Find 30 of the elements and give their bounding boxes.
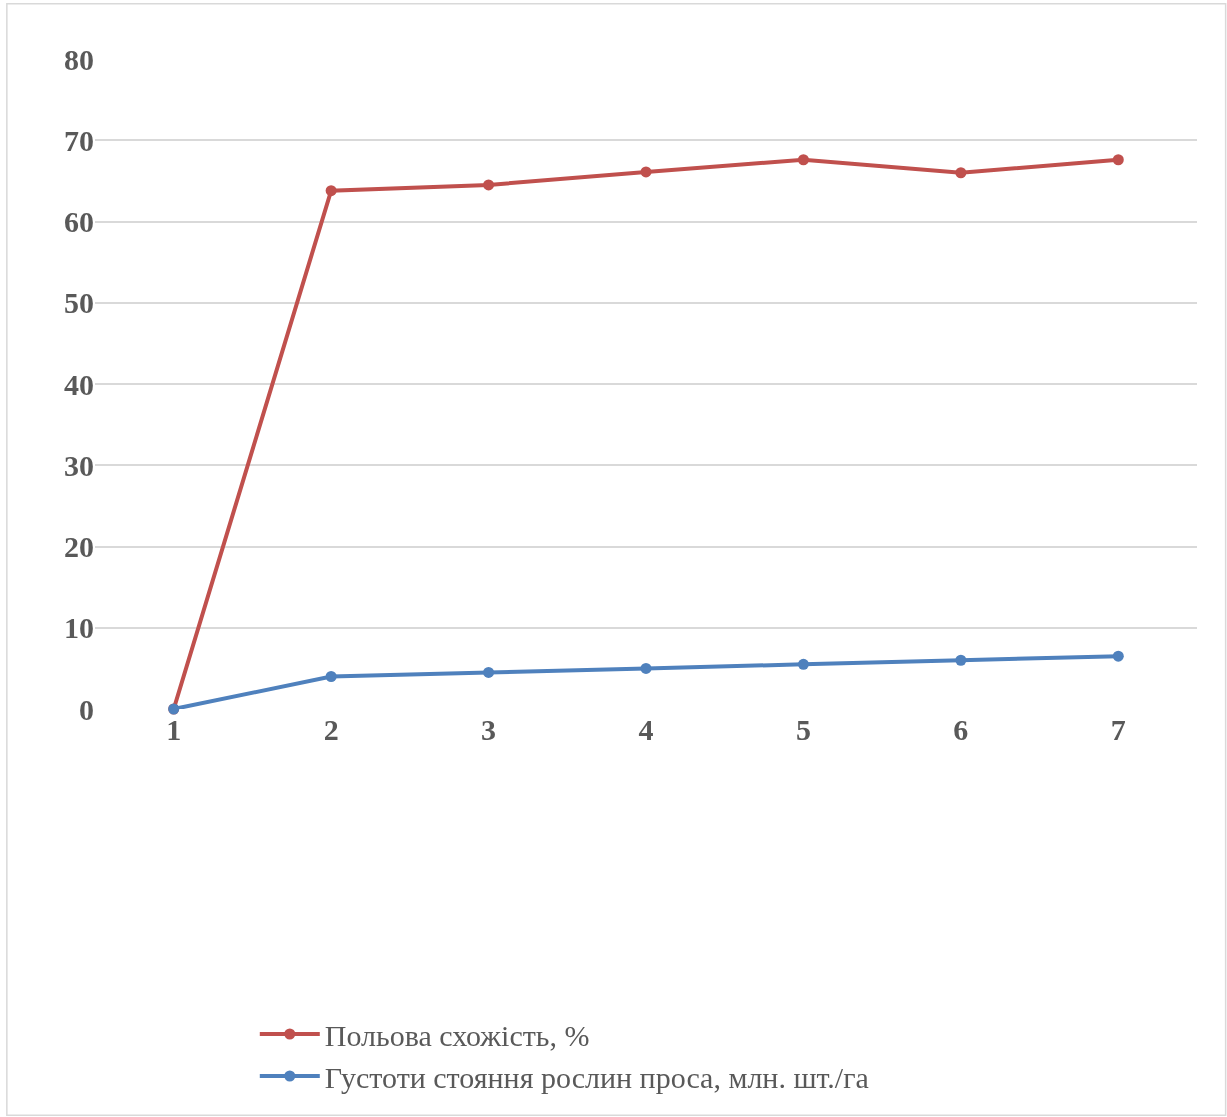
legend-label: Густоти стояння рослин проса, млн. шт./га	[324, 1060, 869, 1094]
y-tick-label: 60	[64, 205, 94, 238]
x-tick-label: 5	[795, 713, 811, 746]
point	[483, 666, 495, 678]
y-tick-label: 80	[64, 42, 94, 76]
y-tick-label: 70	[64, 123, 94, 157]
point	[325, 185, 337, 197]
x-tick-label: 1	[166, 713, 182, 746]
y-tick-label: 10	[64, 611, 94, 645]
point	[1112, 154, 1124, 166]
x-tick-label: 2	[323, 713, 339, 746]
x-tick-label: 3	[481, 713, 497, 746]
point	[955, 654, 967, 666]
point	[640, 662, 652, 674]
legend-label: Польова схожість, %	[324, 1018, 590, 1052]
point	[797, 154, 809, 166]
y-tick-label: 40	[64, 367, 94, 401]
point	[955, 167, 967, 179]
y-tick-label: 20	[64, 530, 94, 563]
y-tick-label: 0	[79, 692, 94, 726]
y-tick-label: 50	[64, 286, 94, 320]
point	[483, 179, 495, 191]
point	[797, 658, 809, 670]
x-tick-label: 6	[953, 713, 969, 746]
point	[1112, 650, 1124, 662]
x-tick-label: 4	[638, 713, 654, 746]
point	[325, 671, 337, 682]
y-tick-label: 30	[64, 448, 94, 482]
x-tick-label: 7	[1110, 713, 1126, 746]
point	[640, 166, 652, 178]
